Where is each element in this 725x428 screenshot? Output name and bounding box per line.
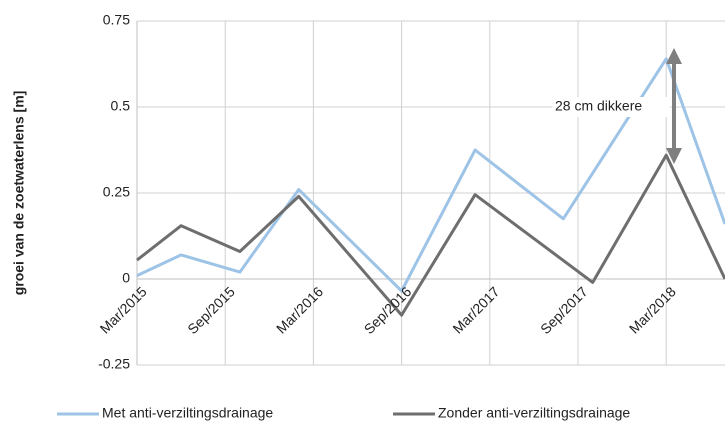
- x-tick-label: Sep/2016: [361, 283, 415, 337]
- legend: Met anti-verziltingsdrainage Zonder anti-…: [57, 405, 630, 421]
- labels: -0.25 0 0.25 0.5 0.75 Mar/2015 Sep/2015 Mar/201…: [97, 12, 679, 372]
- y-tick-label: 0: [122, 270, 130, 286]
- x-tick-label: Sep/2017: [537, 283, 591, 337]
- x-tick-label: Mar/2017: [449, 283, 502, 336]
- legend-label: Met anti-verziltingsdrainage: [102, 405, 273, 421]
- y-tick-label: 0.75: [103, 12, 130, 28]
- y-tick-label: 0.25: [103, 184, 130, 200]
- annotation: 28 cm dikkere: [555, 98, 642, 114]
- y-axis-title: groei van de zoetwaterlens [m]: [11, 91, 27, 296]
- y-tick-label: -0.25: [98, 356, 130, 372]
- x-tick-label: Mar/2015: [97, 283, 150, 336]
- x-tick-label: Mar/2018: [626, 283, 679, 336]
- series-line: [136, 153, 725, 317]
- legend-label: Zonder anti-verziltingsdrainage: [438, 405, 630, 421]
- x-tick-label: Sep/2015: [184, 283, 238, 337]
- annotation-bg: [552, 97, 670, 117]
- x-tick-label: Mar/2016: [273, 283, 326, 336]
- y-tick-label: 0.5: [111, 98, 131, 114]
